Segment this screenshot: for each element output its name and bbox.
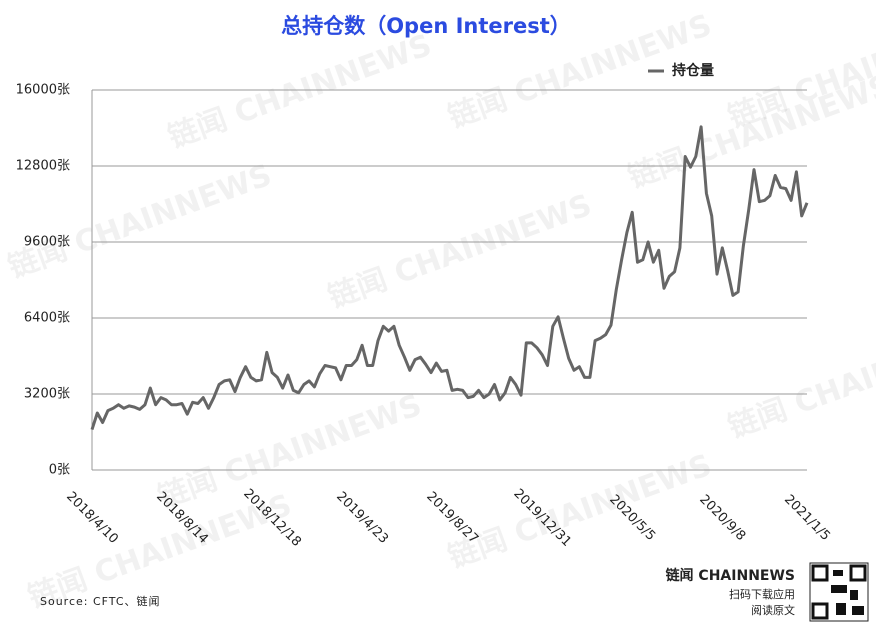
x-tick-label: 2019/4/23 — [333, 489, 391, 547]
watermark: 链闻 CHAINNEWS — [154, 388, 427, 516]
qr-code — [809, 562, 869, 622]
y-tick-label: 6400张 — [24, 311, 70, 326]
line — [90, 125, 809, 431]
watermark: 链闻 CHAINNEWS — [164, 28, 437, 156]
y-tick-label: 12800张 — [16, 159, 70, 174]
x-tick-label: 2021/1/5 — [781, 492, 833, 544]
brand: 链闻 CHAINNEWS — [666, 567, 795, 584]
brand-line: 阅读原文 — [751, 603, 795, 617]
watermark: 链闻 CHAINNEWS — [324, 188, 597, 316]
chart-title: 总持仓数（Open Interest） — [281, 14, 571, 38]
legend-label: 持仓量 — [672, 62, 714, 79]
watermark: 链闻 CHAINNEWS — [724, 318, 876, 446]
y-tick-label: 3200张 — [24, 387, 70, 402]
x-tick-label: 2019/8/27 — [423, 489, 481, 547]
y-tick-label: 16000张 — [16, 83, 70, 98]
x-tick-label: 2020/9/8 — [696, 492, 748, 544]
watermark: 链闻 CHAINNEWS — [4, 158, 277, 286]
brand-line: 扫码下载应用 — [729, 587, 795, 601]
y-tick-label: 9600张 — [24, 235, 70, 250]
x-tick-label: 2018/4/10 — [63, 489, 121, 547]
y-tick-label: 0张 — [49, 463, 70, 478]
source: Source: CFTC、链闻 — [40, 594, 161, 608]
watermark: 链闻 CHAINNEWS — [444, 448, 717, 576]
